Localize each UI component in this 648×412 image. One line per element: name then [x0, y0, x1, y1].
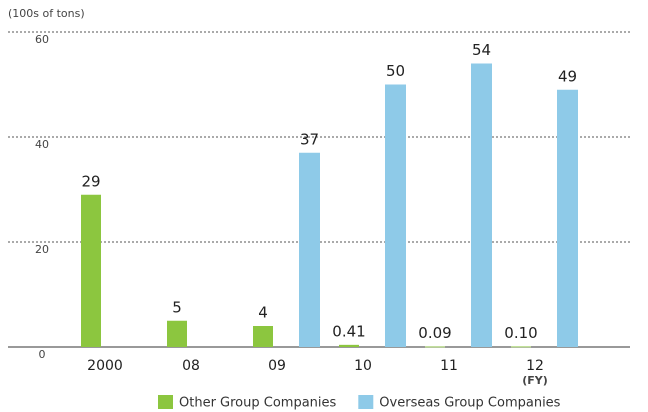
bar	[425, 346, 445, 348]
data-label: 0.41	[332, 322, 365, 340]
bar	[471, 63, 492, 347]
data-label: 4	[258, 304, 268, 322]
x-tick-label: 2000	[87, 358, 123, 374]
legend-label: Other Group Companies	[179, 396, 337, 411]
y-tick-label: 40	[35, 138, 49, 151]
legend-swatch	[158, 395, 173, 409]
data-label: 50	[386, 62, 405, 80]
x-tick-label: 09	[268, 358, 286, 374]
data-label: 0.09	[418, 324, 451, 342]
x-tick-label: 10	[354, 358, 372, 374]
bar	[81, 194, 101, 347]
legend-swatch	[358, 395, 374, 409]
data-label: 0.10	[504, 324, 537, 342]
bar	[557, 89, 578, 347]
x-tick-label: 08	[182, 358, 200, 374]
x-tick-label: 12	[526, 358, 544, 374]
data-label: 54	[472, 41, 491, 59]
bar	[385, 84, 406, 347]
data-label: 37	[300, 130, 319, 148]
data-label: 29	[81, 172, 100, 190]
y-tick-label: 20	[35, 243, 49, 256]
bar	[299, 152, 320, 347]
data-label: 49	[558, 67, 577, 85]
y-tick-label: 60	[35, 33, 49, 46]
bar	[167, 320, 187, 347]
legend-label: Overseas Group Companies	[379, 396, 560, 411]
y-tick-label: 0	[39, 348, 46, 361]
x-tick-label: 11	[440, 358, 458, 374]
y-axis-label: (100s of tons)	[8, 7, 85, 20]
x-axis-unit: (FY)	[522, 374, 548, 387]
bar	[339, 344, 359, 347]
data-label: 5	[172, 298, 182, 316]
bar	[253, 326, 273, 347]
bar	[511, 346, 531, 348]
